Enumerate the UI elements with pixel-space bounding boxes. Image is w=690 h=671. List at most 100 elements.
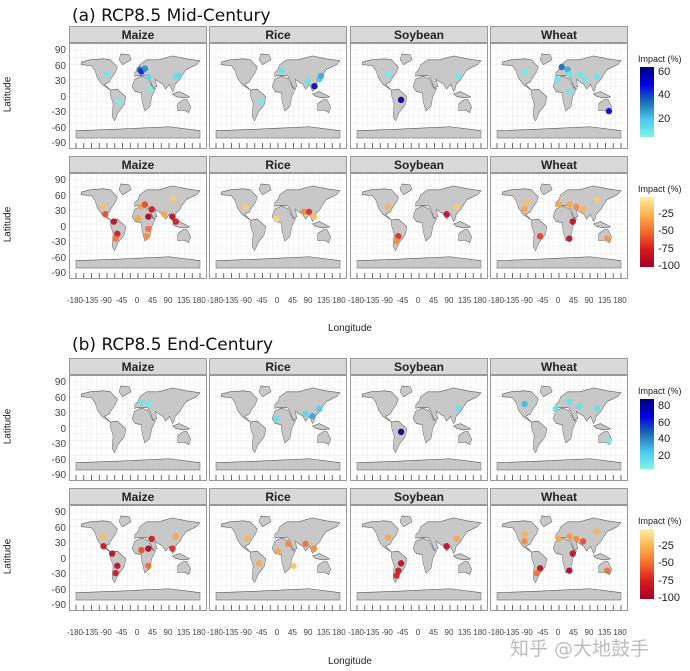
legend-tick-label: -50 xyxy=(658,557,674,569)
y-tick-label: 90 xyxy=(54,45,66,56)
impact-point xyxy=(305,208,313,215)
impact-point xyxy=(395,233,402,240)
impact-point xyxy=(317,72,325,80)
impact-point xyxy=(536,233,544,240)
impact-point xyxy=(566,567,573,574)
y-tick-label: 30 xyxy=(54,76,66,87)
y-tick-label: 60 xyxy=(54,190,66,202)
y-tick-label: -60 xyxy=(51,122,66,134)
y-tick-label: 30 xyxy=(54,408,66,419)
impact-point xyxy=(593,196,601,203)
impact-point xyxy=(309,413,316,420)
impact-point xyxy=(148,535,155,543)
x-tick-label: 45 xyxy=(429,296,438,305)
impact-point xyxy=(257,98,264,105)
y-tick-label: -60 xyxy=(51,454,66,466)
y-axis-label: Latitude xyxy=(2,408,14,445)
impact-point xyxy=(141,201,149,208)
map-panel xyxy=(209,375,348,482)
facet-strip-rice: Rice xyxy=(209,358,347,375)
x-tick-label: 135 xyxy=(176,628,191,637)
legend-colorbar xyxy=(640,67,654,137)
x-tick-label: -180 xyxy=(347,296,364,305)
impact-point xyxy=(145,545,152,552)
map-panel xyxy=(69,505,208,612)
x-tick-label: 135 xyxy=(316,296,331,305)
x-tick-label: -45 xyxy=(255,628,268,637)
world-map xyxy=(491,506,629,612)
y-tick-label: -90 xyxy=(51,600,66,611)
x-tick-label: 180 xyxy=(473,296,487,305)
map-panel xyxy=(209,173,348,280)
x-tick-label: -90 xyxy=(100,628,112,637)
x-tick-label: 45 xyxy=(288,628,297,637)
watermark: 知乎 @大地鼓手 xyxy=(510,638,650,660)
impact-point xyxy=(145,562,152,569)
x-tick-label: 180 xyxy=(332,628,346,637)
facet-strip-rice: Rice xyxy=(209,156,347,173)
x-tick-label: 45 xyxy=(429,628,438,637)
legend-colorbar xyxy=(640,197,654,267)
impact-point xyxy=(115,98,123,105)
impact-point xyxy=(566,235,573,242)
x-tick-label: -90 xyxy=(521,296,533,305)
legend-tick-label: -75 xyxy=(658,574,674,587)
impact-point xyxy=(536,565,544,572)
legend-title: Impact (%) xyxy=(638,386,682,396)
facet-strip-maize: Maize xyxy=(69,26,207,43)
x-tick-label: -90 xyxy=(100,296,112,305)
impact-point xyxy=(145,73,152,81)
impact-point xyxy=(555,535,563,543)
map-panel xyxy=(69,173,208,280)
world-map xyxy=(70,174,208,280)
y-axis-label: Latitude xyxy=(2,76,14,113)
impact-point xyxy=(160,211,168,218)
x-tick-label: -135 xyxy=(82,296,99,305)
world-map xyxy=(351,506,489,612)
impact-point xyxy=(521,206,528,213)
impact-point xyxy=(302,540,309,547)
impact-point xyxy=(554,76,561,83)
impact-point xyxy=(385,71,392,78)
impact-point xyxy=(576,71,583,78)
y-tick-label: -90 xyxy=(51,470,66,481)
legend-tick-label: 60 xyxy=(658,416,671,429)
x-tick-label: 45 xyxy=(569,296,578,305)
x-tick-label: -135 xyxy=(222,628,239,637)
impact-point xyxy=(100,203,107,211)
x-tick-label: 0 xyxy=(415,628,421,637)
impact-point xyxy=(145,213,152,220)
x-tick-label: 45 xyxy=(148,296,157,305)
y-tick-label: 0 xyxy=(60,423,66,435)
legend-tick-label: -100 xyxy=(658,592,681,604)
impact-point xyxy=(169,196,176,203)
legend-colorbar xyxy=(640,529,654,599)
y-axis-label: Latitude xyxy=(2,206,14,243)
impact-point xyxy=(143,233,150,240)
facet-strip-wheat: Wheat xyxy=(490,488,628,505)
x-tick-label: 135 xyxy=(176,296,191,305)
x-tick-label: -45 xyxy=(396,296,409,305)
world-map xyxy=(70,376,208,482)
y-tick-label: -30 xyxy=(51,569,66,580)
x-tick-label: -180 xyxy=(206,296,223,305)
impact-point xyxy=(114,230,121,237)
x-tick-label: 90 xyxy=(444,628,454,637)
impact-point xyxy=(533,569,540,577)
impact-point xyxy=(100,533,107,540)
impact-point xyxy=(576,403,583,410)
impact-point xyxy=(443,211,450,218)
map-panel xyxy=(209,43,348,150)
y-tick-label: 60 xyxy=(54,60,66,72)
impact-point xyxy=(566,533,573,540)
x-tick-label: 90 xyxy=(163,628,173,637)
impact-point xyxy=(573,535,580,543)
y-tick-label: -60 xyxy=(51,252,66,264)
world-map xyxy=(491,376,629,482)
impact-point xyxy=(397,560,405,567)
y-tick-label: 0 xyxy=(60,553,66,565)
world-map xyxy=(70,44,208,150)
section-title: (b) RCP8.5 End-Century xyxy=(72,335,274,355)
y-tick-label: -30 xyxy=(51,439,66,450)
impact-point xyxy=(393,572,400,579)
